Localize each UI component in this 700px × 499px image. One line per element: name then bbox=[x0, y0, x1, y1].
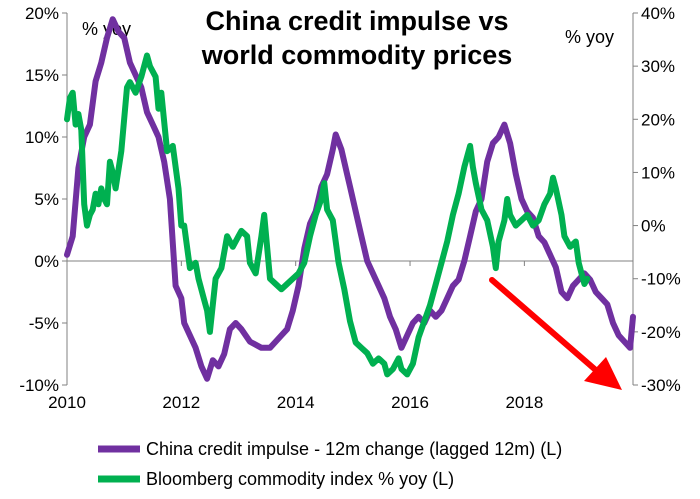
left-tick-label: 15% bbox=[25, 66, 59, 85]
right-tick-label: 40% bbox=[641, 4, 675, 23]
left-tick-label: 0% bbox=[34, 252, 59, 271]
right-axis-unit-label: % yoy bbox=[565, 27, 614, 47]
right-tick-label: -30% bbox=[641, 376, 681, 395]
legend: China credit impulse - 12m change (lagge… bbox=[98, 439, 562, 489]
x-tick-label: 2018 bbox=[505, 393, 543, 412]
trend-arrow-annotation bbox=[489, 277, 622, 390]
chart-title-line-2: world commodity prices bbox=[201, 40, 513, 70]
left-axis-ticks: 20% 15% 10% 5% 0% -5% -10% bbox=[19, 4, 67, 395]
x-tick-label: 2012 bbox=[162, 393, 200, 412]
arrow-shaft bbox=[489, 277, 601, 375]
right-axis-ticks: 40% 30% 20% 10% 0% -10% -20% -30% bbox=[633, 4, 681, 395]
right-tick-label: 30% bbox=[641, 57, 675, 76]
right-tick-label: -20% bbox=[641, 323, 681, 342]
x-tick-label: 2014 bbox=[277, 393, 315, 412]
x-axis-ticks: 2010 2012 2014 2016 2018 bbox=[48, 261, 543, 412]
left-tick-label: 10% bbox=[25, 128, 59, 147]
left-tick-label: 5% bbox=[34, 190, 59, 209]
x-tick-label: 2016 bbox=[391, 393, 429, 412]
arrow-head bbox=[584, 357, 622, 390]
commodity-index-line bbox=[64, 52, 591, 378]
right-tick-label: -10% bbox=[641, 270, 681, 289]
right-tick-label: 10% bbox=[641, 163, 675, 182]
right-tick-label: 0% bbox=[641, 217, 666, 236]
credit-impulse-line bbox=[64, 16, 636, 382]
left-tick-label: -5% bbox=[29, 314, 59, 333]
left-tick-label: 20% bbox=[25, 4, 59, 23]
right-tick-label: 20% bbox=[641, 110, 675, 129]
left-tick-label: -10% bbox=[19, 376, 59, 395]
x-tick-label: 2010 bbox=[48, 393, 86, 412]
chart-title-line-1: China credit impulse vs bbox=[205, 6, 508, 36]
series-lines bbox=[64, 16, 636, 382]
legend-label-credit-impulse: China credit impulse - 12m change (lagge… bbox=[146, 439, 562, 459]
legend-label-commodity-index: Bloomberg commodity index % yoy (L) bbox=[146, 469, 454, 489]
